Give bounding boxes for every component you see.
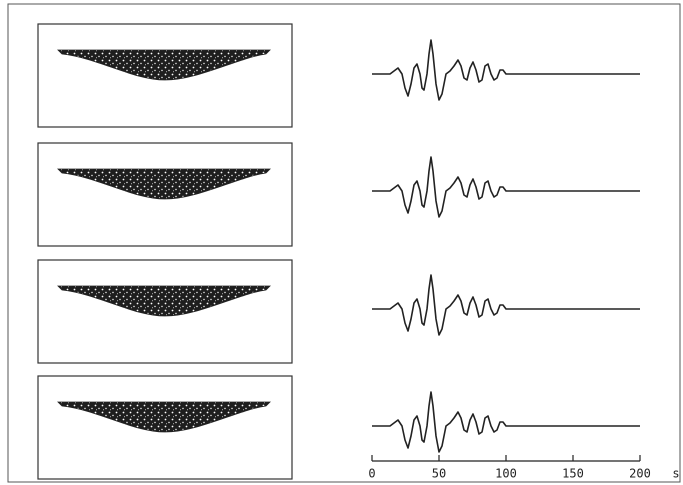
basin-panel: [38, 260, 292, 363]
figure: s 0 50 100 150 200: [0, 0, 683, 485]
tick-label: 150: [562, 467, 584, 481]
tick-label: 50: [432, 467, 446, 481]
basin-panel: [38, 143, 292, 246]
tick-label: 100: [495, 467, 517, 481]
seismogram: [372, 157, 640, 217]
axis-unit: s: [672, 467, 679, 481]
seismogram: [372, 40, 640, 100]
basin-panel: [38, 376, 292, 479]
seismogram: [372, 392, 640, 452]
seismogram: [372, 275, 640, 335]
tick-label: 200: [629, 467, 651, 481]
basin-panel: [38, 24, 292, 127]
tick-label: 0: [368, 467, 375, 481]
